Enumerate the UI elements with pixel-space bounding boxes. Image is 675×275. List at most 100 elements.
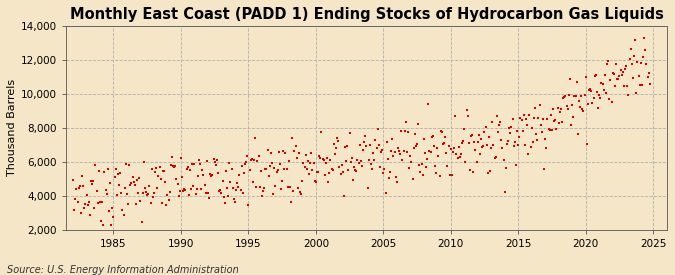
- Point: [566, 122, 576, 127]
- Point: [130, 202, 141, 207]
- Point: [405, 154, 416, 158]
- Point: [321, 161, 331, 166]
- Point: [346, 159, 356, 164]
- Point: [344, 131, 355, 136]
- Point: [559, 95, 570, 99]
- Point: [542, 117, 553, 122]
- Point: [84, 213, 95, 217]
- Point: [133, 191, 144, 196]
- Point: [394, 148, 404, 153]
- Point: [459, 127, 470, 131]
- Point: [505, 131, 516, 135]
- Point: [615, 68, 626, 72]
- Point: [526, 125, 537, 130]
- Point: [126, 180, 137, 185]
- Point: [223, 194, 234, 198]
- Point: [123, 202, 134, 206]
- Point: [113, 183, 124, 188]
- Point: [451, 152, 462, 156]
- Point: [541, 145, 551, 150]
- Point: [146, 166, 157, 171]
- Point: [122, 191, 132, 196]
- Point: [201, 159, 212, 163]
- Point: [493, 122, 504, 127]
- Point: [110, 167, 121, 171]
- Point: [564, 76, 575, 81]
- Point: [641, 62, 652, 66]
- Point: [227, 185, 238, 190]
- Point: [140, 190, 151, 194]
- Point: [620, 67, 630, 71]
- Point: [586, 89, 597, 93]
- Point: [299, 164, 310, 169]
- Point: [108, 214, 119, 219]
- Point: [335, 171, 346, 176]
- Point: [147, 195, 158, 199]
- Point: [442, 164, 453, 169]
- Point: [329, 142, 340, 147]
- Point: [295, 190, 306, 194]
- Point: [456, 141, 467, 145]
- Point: [389, 150, 400, 154]
- Point: [113, 172, 124, 176]
- Point: [471, 160, 482, 164]
- Point: [184, 192, 194, 197]
- Point: [527, 140, 538, 144]
- Point: [408, 146, 419, 150]
- Point: [241, 160, 252, 165]
- Point: [552, 105, 563, 110]
- Point: [202, 191, 213, 195]
- Point: [269, 166, 279, 170]
- Point: [364, 143, 375, 147]
- Point: [497, 146, 508, 150]
- Point: [483, 171, 493, 175]
- Point: [556, 106, 566, 111]
- Point: [238, 191, 248, 195]
- Point: [136, 220, 147, 224]
- Point: [228, 197, 239, 201]
- Point: [76, 174, 87, 178]
- Point: [72, 200, 83, 205]
- Point: [331, 146, 342, 150]
- Point: [380, 191, 391, 195]
- Point: [539, 167, 549, 171]
- Point: [174, 188, 185, 193]
- Point: [611, 62, 622, 66]
- Point: [385, 170, 396, 174]
- Point: [458, 139, 468, 143]
- Point: [194, 162, 205, 166]
- Point: [130, 183, 140, 187]
- Point: [479, 130, 490, 134]
- Point: [292, 185, 303, 190]
- Point: [151, 166, 161, 170]
- Point: [332, 136, 343, 140]
- Point: [135, 199, 146, 203]
- Point: [396, 128, 407, 133]
- Point: [429, 164, 440, 168]
- Point: [267, 160, 277, 165]
- Point: [373, 143, 384, 147]
- Point: [154, 165, 165, 169]
- Point: [386, 148, 397, 153]
- Point: [287, 136, 298, 141]
- Point: [580, 75, 591, 80]
- Point: [199, 183, 210, 188]
- Point: [261, 166, 272, 171]
- Point: [271, 170, 282, 174]
- Point: [92, 200, 103, 205]
- Point: [360, 134, 371, 138]
- Point: [100, 188, 111, 192]
- Point: [234, 172, 245, 177]
- Point: [429, 144, 439, 148]
- Point: [169, 164, 180, 169]
- Point: [624, 57, 635, 62]
- Point: [324, 170, 335, 175]
- Text: Source: U.S. Energy Information Administration: Source: U.S. Energy Information Administ…: [7, 265, 238, 275]
- Point: [305, 161, 316, 165]
- Point: [270, 183, 281, 188]
- Point: [116, 191, 127, 196]
- Point: [613, 76, 624, 81]
- Point: [150, 170, 161, 174]
- Point: [361, 144, 372, 149]
- Point: [73, 186, 84, 190]
